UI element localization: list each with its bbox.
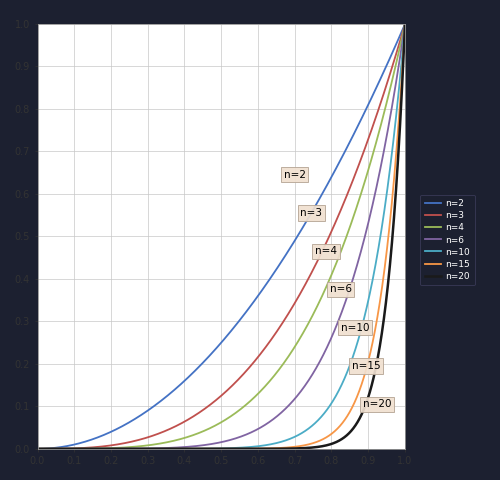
Text: n=15: n=15 — [352, 361, 380, 371]
Legend: n=2, n=3, n=4, n=6, n=10, n=15, n=20: n=2, n=3, n=4, n=6, n=10, n=15, n=20 — [420, 194, 475, 286]
Text: n=4: n=4 — [315, 246, 337, 256]
Text: n=20: n=20 — [362, 399, 391, 409]
Text: n=6: n=6 — [330, 285, 351, 295]
Text: n=2: n=2 — [284, 170, 306, 180]
Text: n=10: n=10 — [340, 323, 369, 333]
Text: n=3: n=3 — [300, 208, 322, 218]
